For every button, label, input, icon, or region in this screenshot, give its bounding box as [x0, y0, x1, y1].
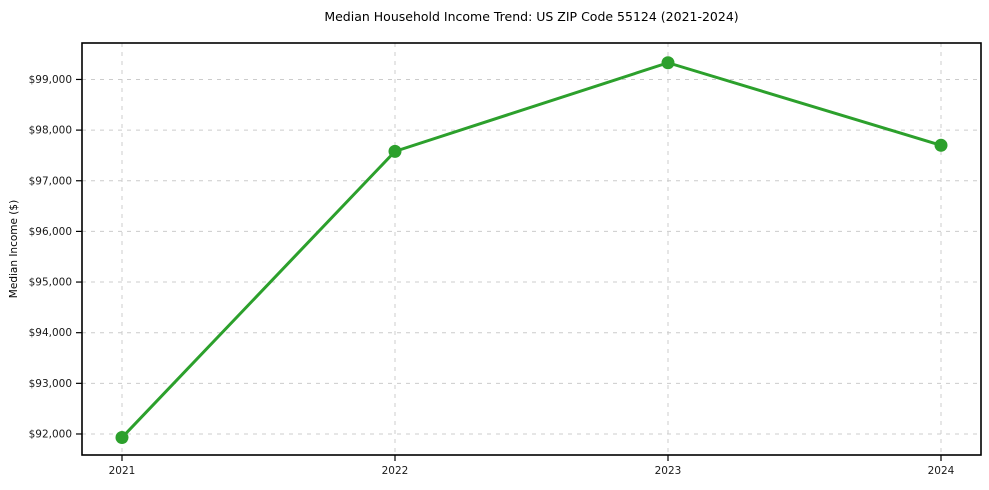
axes-spines — [81, 42, 982, 456]
y-axis-label: Median Income ($) — [8, 199, 20, 299]
x-tick-label: 2022 — [382, 465, 409, 477]
y-tick-label: $97,000 — [29, 175, 72, 187]
y-tick-label: $96,000 — [29, 226, 72, 238]
data-point — [115, 431, 129, 445]
x-tick-label: 2023 — [655, 465, 682, 477]
data-point — [388, 144, 402, 158]
y-tick-label: $93,000 — [29, 378, 72, 390]
data-point — [661, 56, 675, 70]
y-tick-label: $95,000 — [29, 277, 72, 289]
y-tick-label: $98,000 — [29, 125, 72, 137]
data-line — [120, 61, 943, 440]
y-tick-label: $94,000 — [29, 327, 72, 339]
chart-title: Median Household Income Trend: US ZIP Co… — [324, 9, 739, 24]
x-tick-label: 2021 — [109, 465, 136, 477]
data-point — [934, 138, 948, 152]
x-tick-label: 2024 — [928, 465, 955, 477]
y-tick-label: $99,000 — [29, 74, 72, 86]
y-tick-label: $92,000 — [29, 428, 72, 440]
